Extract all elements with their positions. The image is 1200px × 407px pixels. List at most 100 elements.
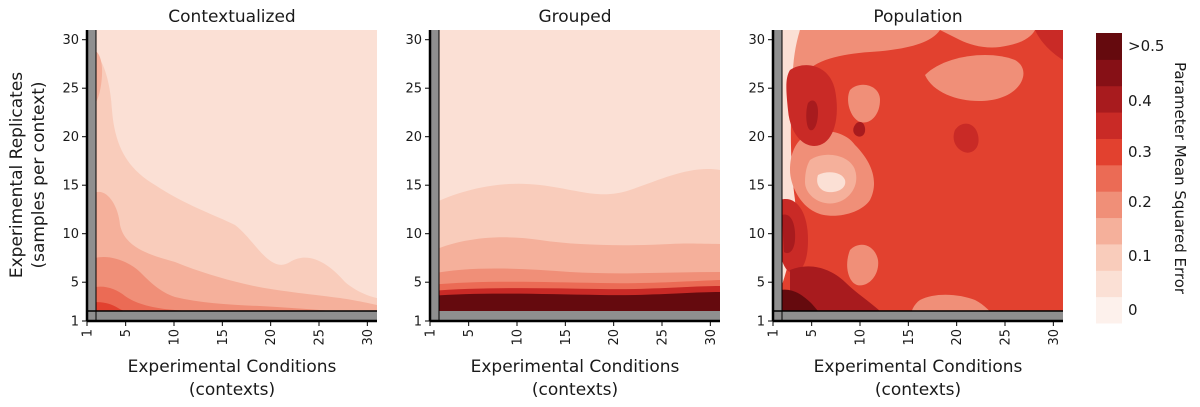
y-tick-label: 15 bbox=[62, 179, 79, 194]
y-tick-label: 20 bbox=[62, 130, 79, 145]
x-tick-label: 10 bbox=[511, 329, 526, 346]
x-axis-label-line1: Experimental Conditions bbox=[128, 357, 337, 377]
x-tick-label: 5 bbox=[462, 329, 477, 337]
x-tick-label: 1 bbox=[767, 329, 782, 337]
x-axis-label-line2: (contexts) bbox=[875, 380, 961, 400]
colorbar-swatch bbox=[1096, 112, 1122, 139]
contour-level bbox=[806, 100, 818, 131]
contour-level bbox=[780, 289, 818, 311]
y-tick-label: 30 bbox=[748, 33, 765, 48]
contour-level bbox=[87, 191, 377, 321]
x-axis-label-population: Experimental Conditions (contexts) bbox=[814, 357, 1023, 400]
x-tick-label: 30 bbox=[1047, 329, 1062, 346]
y-tick-label: 30 bbox=[405, 33, 422, 48]
colorbar-swatch bbox=[1096, 138, 1122, 166]
y-tick-label: 25 bbox=[62, 82, 79, 97]
colorbar-label: Parameter Mean Squared Error bbox=[1171, 62, 1189, 295]
no-data-region bbox=[430, 30, 439, 321]
x-tick-label: 20 bbox=[264, 329, 279, 346]
colorbar-swatch bbox=[1096, 85, 1122, 113]
no-data-region bbox=[773, 311, 1063, 321]
x-tick-label: 25 bbox=[313, 329, 328, 346]
x-tick-label: 30 bbox=[704, 329, 719, 346]
y-tick-label: 25 bbox=[405, 82, 422, 97]
x-tick-label: 10 bbox=[854, 329, 869, 346]
y-tick-label: 15 bbox=[748, 179, 765, 194]
colorbar-swatch bbox=[1096, 191, 1122, 219]
colorbar-tick-label: 0.3 bbox=[1128, 143, 1152, 161]
x-tick-label: 10 bbox=[168, 329, 183, 346]
heatmap-contextualized bbox=[87, 30, 377, 321]
contour-level bbox=[925, 55, 1024, 102]
x-axis-label-contextualized: Experimental Conditions (contexts) bbox=[128, 357, 337, 400]
no-data-region bbox=[87, 30, 96, 321]
panel-title-grouped: Grouped bbox=[538, 7, 611, 27]
x-tick-label: 20 bbox=[950, 329, 965, 346]
colorbar-swatch bbox=[1096, 59, 1122, 87]
x-tick-label: 15 bbox=[902, 329, 917, 346]
panel-population: Population bbox=[771, 7, 1063, 323]
x-tick-label: 20 bbox=[607, 329, 622, 346]
contour-level bbox=[790, 266, 880, 311]
y-axis-label: Experimental Replicates (samples per con… bbox=[7, 72, 49, 278]
colorbar-tick-label: 0 bbox=[1128, 301, 1138, 319]
y-tick-label: 25 bbox=[748, 82, 765, 97]
y-tick-label: 5 bbox=[414, 276, 422, 291]
colorbar-swatch bbox=[1096, 270, 1122, 298]
contour-level bbox=[940, 30, 1035, 48]
y-tick-label: 1 bbox=[71, 315, 79, 330]
heatmap-population bbox=[773, 30, 1063, 321]
heatmap-grouped bbox=[430, 30, 720, 321]
y-tick-label: 5 bbox=[71, 276, 79, 291]
colorbar-tick-label: 0.4 bbox=[1128, 92, 1152, 110]
colorbar-tick-label: >0.5 bbox=[1128, 37, 1164, 55]
colorbar-swatch bbox=[1096, 164, 1122, 192]
panel-grouped: Grouped bbox=[428, 7, 720, 323]
y-axis-label-line2: (samples per context) bbox=[29, 81, 49, 268]
panel-title-contextualized: Contextualized bbox=[168, 7, 295, 27]
x-axis-label-line1: Experimental Conditions bbox=[471, 357, 680, 377]
contour-level bbox=[1035, 30, 1063, 60]
y-tick-label: 1 bbox=[757, 315, 765, 330]
y-tick-label: 15 bbox=[405, 179, 422, 194]
x-tick-label: 25 bbox=[656, 329, 671, 346]
no-data-region bbox=[773, 30, 782, 321]
x-tick-label: 5 bbox=[119, 329, 134, 337]
colorbar: >0.5 0.4 0.3 0.2 0.1 0 bbox=[1096, 33, 1164, 324]
x-tick-label: 5 bbox=[805, 329, 820, 337]
contour-level bbox=[87, 257, 377, 321]
no-data-region bbox=[87, 311, 377, 321]
x-tick-label: 15 bbox=[559, 329, 574, 346]
colorbar-swatch bbox=[1096, 243, 1122, 271]
contour-level bbox=[847, 244, 879, 286]
y-tick-label: 20 bbox=[748, 130, 765, 145]
contour-level bbox=[848, 84, 880, 123]
colorbar-tick-label: 0.2 bbox=[1128, 193, 1152, 211]
contour-level bbox=[817, 172, 846, 193]
y-tick-label: 20 bbox=[405, 130, 422, 145]
x-tick-label: 1 bbox=[81, 329, 96, 337]
contour-level bbox=[782, 214, 796, 254]
x-axis-label-line1: Experimental Conditions bbox=[814, 357, 1023, 377]
y-tick-label: 5 bbox=[757, 276, 765, 291]
panel-title-population: Population bbox=[873, 7, 962, 27]
contour-level bbox=[953, 123, 979, 153]
panel-contextualized: Contextualized bbox=[85, 7, 377, 323]
y-tick-label: 1 bbox=[414, 315, 422, 330]
x-tick-label: 25 bbox=[999, 329, 1014, 346]
x-tick-label: 15 bbox=[216, 329, 231, 346]
x-tick-label: 30 bbox=[361, 329, 376, 346]
y-tick-label: 10 bbox=[405, 227, 422, 242]
contour-level bbox=[853, 121, 866, 137]
x-axis-label-line2: (contexts) bbox=[189, 380, 275, 400]
colorbar-swatch bbox=[1096, 296, 1122, 324]
y-tick-label: 10 bbox=[748, 227, 765, 242]
contour-level bbox=[87, 53, 377, 321]
no-data-region bbox=[430, 311, 720, 321]
colorbar-swatch bbox=[1096, 33, 1122, 60]
y-tick-label: 30 bbox=[62, 33, 79, 48]
colorbar-swatch bbox=[1096, 217, 1122, 245]
